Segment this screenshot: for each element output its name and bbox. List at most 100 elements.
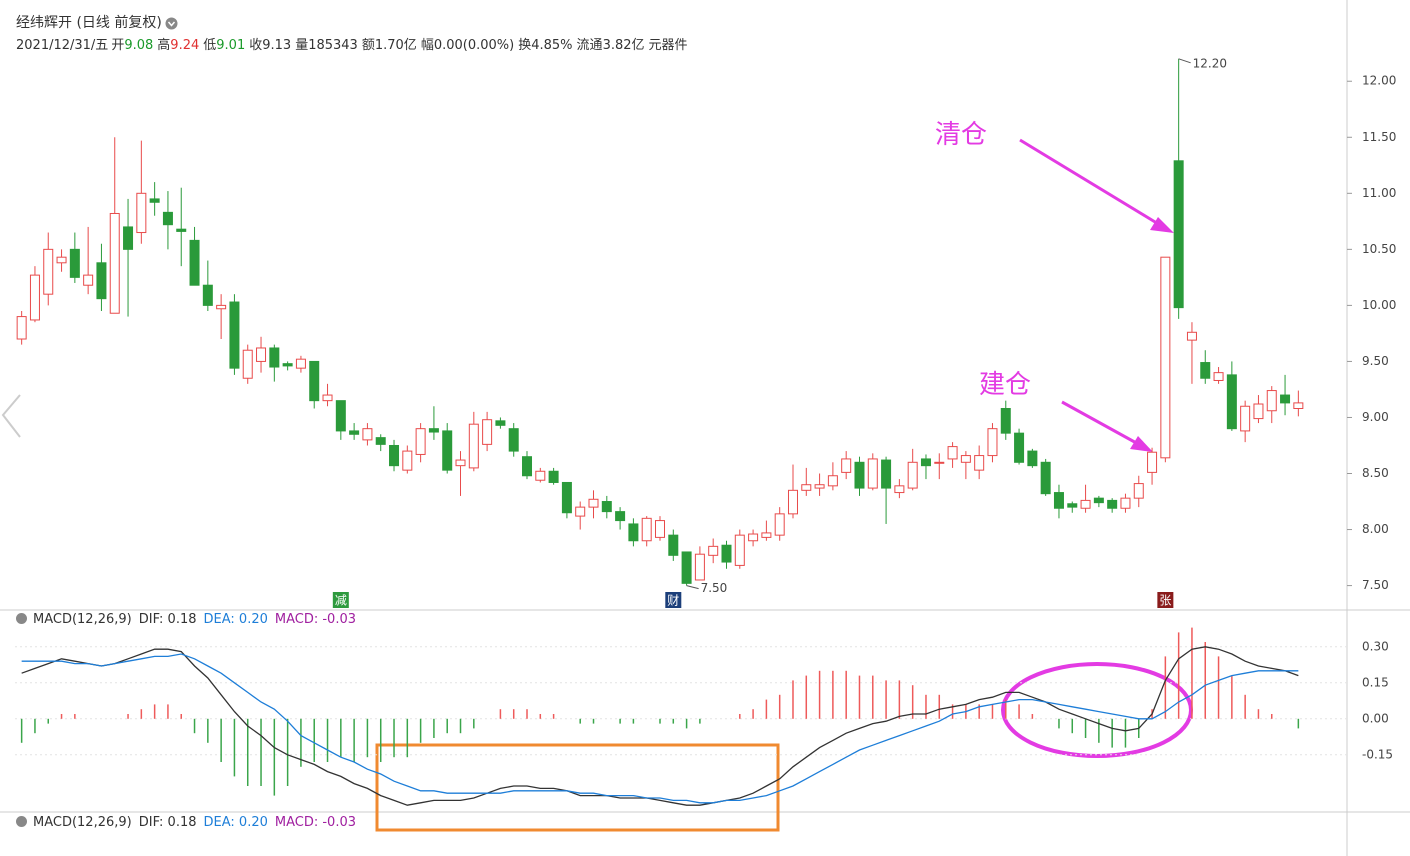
candle-body [668,534,679,556]
field-value: 185343 [308,38,358,53]
candle-body [256,347,267,362]
candle-body [1067,503,1078,508]
y-tick-label: 7.50 [1362,578,1389,592]
candle-body [1266,390,1277,412]
candle-body [535,470,546,481]
indicator-name: MACD(12,26,9) [33,815,132,830]
indicator-value: MACD: -0.03 [274,815,356,830]
candle-body [1093,497,1104,504]
field: 收9.13 [249,38,291,53]
candle-body [1226,374,1237,430]
quote-line: 2021/12/31/五 开9.08 高9.24 低9.01 收9.13 量185343 额… [16,34,691,53]
min-pointer [686,585,699,590]
scroll-chevron[interactable] [1,394,21,438]
candle-body [761,532,772,538]
field-label: 额 [361,38,375,53]
arrow-head [1150,217,1174,233]
candle-body [774,513,785,536]
field-label: 高 [157,38,171,53]
candle-body [1014,432,1025,463]
candle-body [522,456,533,477]
candle-body [854,461,865,489]
field: 额1.70亿 [362,38,417,53]
field-value: 9.01 [216,38,246,53]
candle-body [335,400,346,432]
candle-body [787,489,798,515]
candle-body [295,358,306,369]
field-value: 9.08 [124,38,154,53]
macd-header: MACD(12,26,9) DIF: 0.18 DEA: 0.20 MACD: -0.… [16,612,359,627]
candle-body [641,517,652,542]
candle-body [136,192,147,234]
field-label: 换 [518,38,532,53]
dif-line [21,646,1299,806]
candle-body [734,534,745,566]
field-label: 低 [203,38,217,53]
field-value: 3.82亿 [602,38,645,53]
y-tick-label: 0.30 [1362,639,1389,653]
dea-line [21,653,1299,804]
candle-body [428,428,439,433]
candle-body [1200,362,1211,379]
candle-body [162,211,173,226]
field-value: 0.00(0.00%) [433,38,515,53]
candle-body [1173,160,1184,309]
candle-body [176,228,187,232]
candle-body [1213,372,1224,381]
indicator-value: DIF: 0.18 [138,612,197,627]
candle-body [920,458,931,467]
candle-body [814,484,825,489]
candle-body [881,459,892,489]
candle-body [282,363,293,367]
field-label: 量 [295,38,309,53]
candle-body [16,316,27,340]
candle-body [1053,492,1064,509]
candle-body [1080,499,1091,509]
event-label: 减 [335,594,347,608]
candle-body [322,394,333,402]
candle-body [109,212,120,314]
candle-body [149,198,160,203]
event-label: 财 [667,594,679,608]
field-value: 9.13 [262,38,292,53]
candle-body [827,475,838,487]
candle-body [56,256,67,264]
collapse-icon[interactable] [16,816,27,827]
candle-body [1107,499,1118,509]
sector: 元器件 [648,38,688,53]
collapse-icon[interactable] [16,613,27,624]
candle-body [841,458,852,473]
y-tick-label: 9.50 [1362,354,1389,368]
candle-body [588,498,599,508]
candle-body [468,423,479,469]
field: 开9.08 [111,38,153,53]
candle-body [1040,461,1051,495]
y-tick-label: 0.15 [1362,675,1389,689]
candle-body [934,461,945,464]
candle-body [1027,450,1038,467]
indicator-value: MACD: -0.03 [274,612,356,627]
dropdown-icon[interactable] [165,17,178,30]
candle-body [1133,483,1144,499]
y-tick-label: 10.00 [1362,298,1396,312]
candle-body [415,428,426,455]
y-tick-label: 8.50 [1362,466,1389,480]
field: 换4.85% [518,38,572,53]
y-tick-label: 11.00 [1362,186,1396,200]
candle-body [681,551,692,584]
y-tick-label: -0.15 [1362,747,1393,761]
field: 流通3.82亿 [577,38,645,53]
candle-body [29,274,40,321]
indicator-value: DIF: 0.18 [138,815,197,830]
candle-body [83,274,94,286]
candle-body [442,430,453,471]
max-pointer [1178,58,1191,64]
field: 量185343 [295,38,358,53]
field-label: 开 [111,38,125,53]
indicator-value: DEA: 0.20 [203,815,268,830]
candle-body [960,455,971,463]
candle-body [561,481,572,514]
candle-body [123,226,134,250]
candle-body [801,484,812,491]
